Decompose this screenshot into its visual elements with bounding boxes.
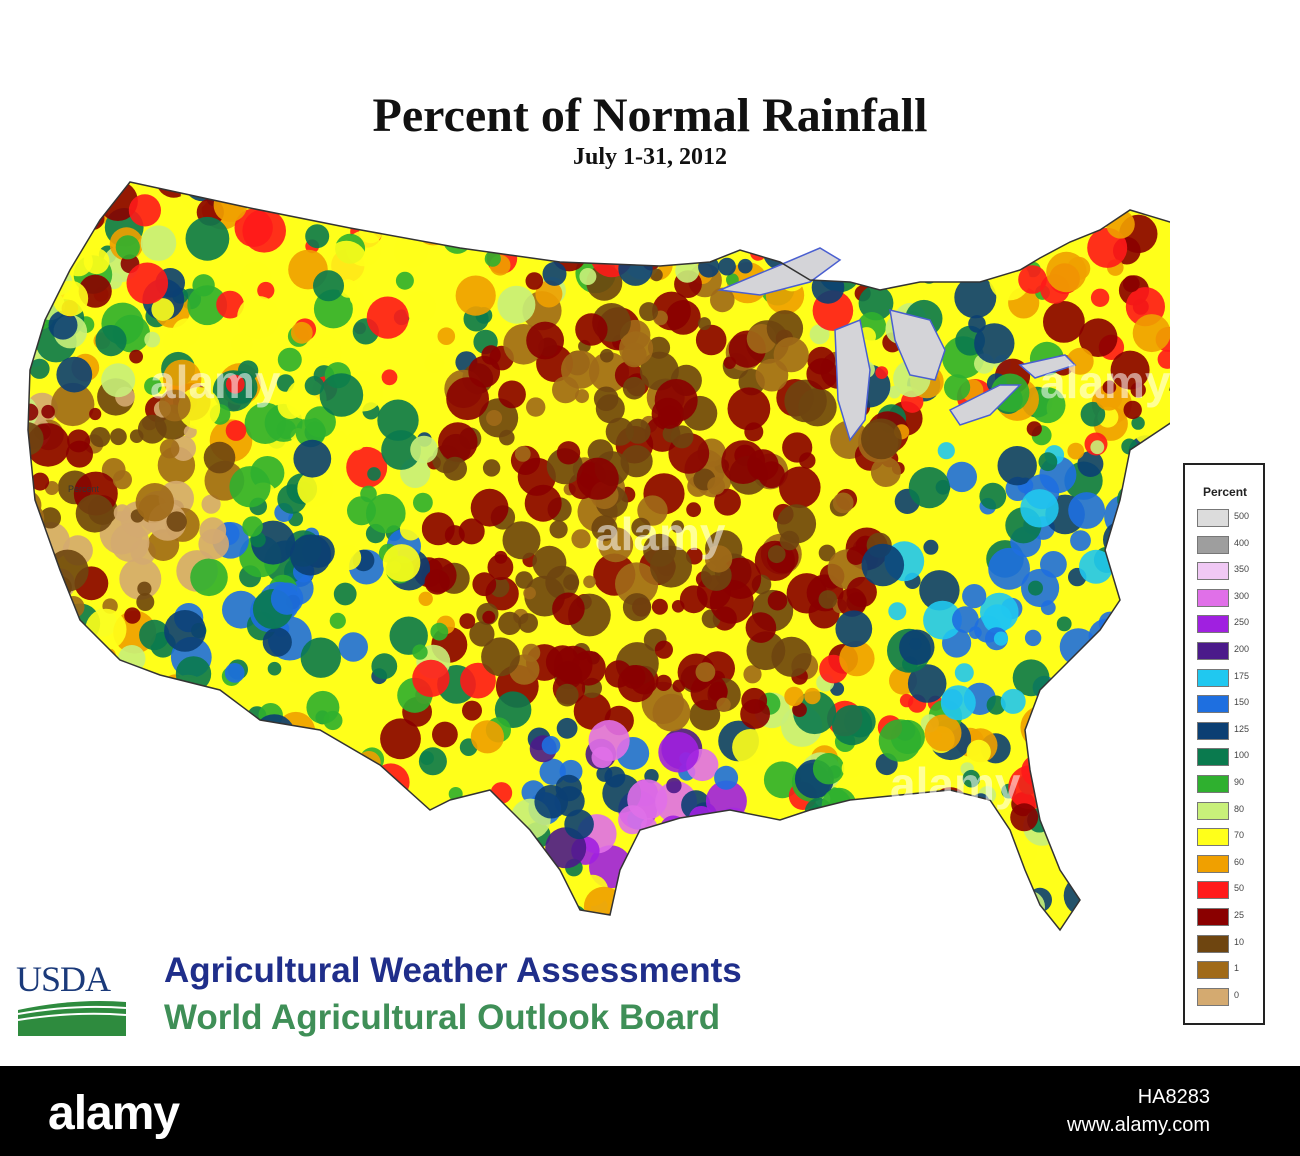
agency-line-1: Agricultural Weather Assessments bbox=[164, 951, 742, 990]
legend-label: 1 bbox=[1234, 963, 1240, 974]
footer-brand[interactable]: alamy bbox=[48, 1087, 180, 1140]
legend-swatch bbox=[1197, 562, 1229, 581]
legend-swatch bbox=[1197, 748, 1229, 767]
legend-label: 300 bbox=[1234, 590, 1250, 601]
legend-item: 400 bbox=[1197, 535, 1259, 554]
legend-swatch bbox=[1197, 854, 1229, 873]
legend-item: 100 bbox=[1197, 748, 1259, 767]
legend-item: 25 bbox=[1197, 908, 1259, 926]
legend-label: 500 bbox=[1234, 511, 1250, 521]
legend-item: 80 bbox=[1197, 801, 1259, 820]
legend-label: 200 bbox=[1234, 644, 1250, 654]
legend-label: 60 bbox=[1234, 856, 1245, 867]
legend-label: 80 bbox=[1234, 803, 1245, 814]
agency-line-2: World Agricultural Outlook Board bbox=[164, 998, 721, 1037]
legend-swatch bbox=[1197, 535, 1229, 554]
legend-label: 175 bbox=[1234, 670, 1250, 681]
lake-michigan bbox=[834, 318, 871, 442]
legend-swatch bbox=[1197, 934, 1229, 953]
legend-label: 150 bbox=[1234, 697, 1250, 708]
legend-swatch bbox=[1197, 642, 1229, 660]
footer-image-code: HA8283 bbox=[1137, 1086, 1210, 1108]
legend-item: 60 bbox=[1197, 854, 1259, 873]
usda-logo bbox=[14, 958, 128, 1038]
legend-label: 25 bbox=[1234, 910, 1245, 920]
watermark-text: alamy bbox=[150, 356, 281, 408]
legend-label: 400 bbox=[1234, 537, 1250, 548]
legend-item: 150 bbox=[1197, 695, 1259, 714]
footer-url[interactable]: www.alamy.com bbox=[1067, 1114, 1210, 1136]
map-subtitle: July 1-31, 2012 bbox=[572, 144, 727, 170]
legend-swatch bbox=[1197, 509, 1229, 527]
legend-label: 50 bbox=[1234, 883, 1245, 894]
legend-label: 100 bbox=[1234, 750, 1250, 761]
legend-item: 0 bbox=[1197, 987, 1259, 1006]
watermark-text: alamy bbox=[1040, 356, 1170, 408]
lake-huron bbox=[889, 308, 946, 381]
footer-bar: alamy HA8283 www.alamy.com bbox=[0, 1066, 1300, 1156]
legend-label: 90 bbox=[1234, 777, 1245, 787]
legend-title: Percent bbox=[1203, 485, 1248, 499]
legend-swatch bbox=[1197, 615, 1229, 634]
map-title: Percent of Normal Rainfall bbox=[372, 89, 928, 142]
map-inline-label: Percent bbox=[68, 484, 100, 494]
legend-item: 200 bbox=[1197, 642, 1259, 660]
legend-item: 300 bbox=[1197, 588, 1259, 607]
legend-swatch bbox=[1197, 828, 1229, 847]
legend-label: 10 bbox=[1234, 936, 1245, 947]
legend-swatch bbox=[1197, 775, 1229, 793]
legend-swatch bbox=[1197, 695, 1229, 714]
watermark-text: alamy bbox=[595, 508, 726, 560]
legend-swatch bbox=[1197, 961, 1229, 980]
legend-label: 350 bbox=[1234, 564, 1250, 575]
legend-item: 90 bbox=[1197, 775, 1259, 793]
legend-item: 50 bbox=[1197, 881, 1259, 900]
legend-swatch bbox=[1197, 881, 1229, 900]
legend-item: 350 bbox=[1197, 562, 1259, 581]
legend-swatch bbox=[1197, 721, 1229, 740]
legend-swatch bbox=[1197, 908, 1229, 926]
legend-label: 125 bbox=[1234, 723, 1250, 734]
legend-item: 250 bbox=[1197, 615, 1259, 634]
lake-erie bbox=[948, 384, 1022, 426]
legend-swatch bbox=[1197, 987, 1229, 1006]
legend-item: 1 bbox=[1197, 961, 1259, 980]
legend-swatch bbox=[1197, 588, 1229, 607]
watermark-text: alamy bbox=[890, 758, 1021, 810]
legend-item: 500 bbox=[1197, 509, 1259, 527]
legend: Percent 500 400 350 300 250 200 175 150 125 100 90… bbox=[1183, 463, 1265, 1025]
usda-logo-text: USDA bbox=[16, 959, 111, 999]
legend-label: 0 bbox=[1234, 989, 1240, 1000]
lake-ontario bbox=[1018, 354, 1077, 379]
legend-item: 125 bbox=[1197, 721, 1259, 740]
legend-swatch bbox=[1197, 801, 1229, 820]
legend-item: 175 bbox=[1197, 668, 1259, 687]
usda-swoosh-icon bbox=[17, 1001, 127, 1036]
legend-item: 70 bbox=[1197, 828, 1259, 847]
legend-swatch bbox=[1197, 668, 1229, 687]
legend-item: 10 bbox=[1197, 934, 1259, 953]
legend-label: 250 bbox=[1234, 617, 1250, 628]
legend-label: 70 bbox=[1234, 830, 1245, 841]
rainfall-map: Percent alamy alamy alamy alamy bbox=[20, 170, 1170, 940]
great-lakes bbox=[717, 247, 1077, 442]
lake-superior bbox=[717, 247, 842, 296]
